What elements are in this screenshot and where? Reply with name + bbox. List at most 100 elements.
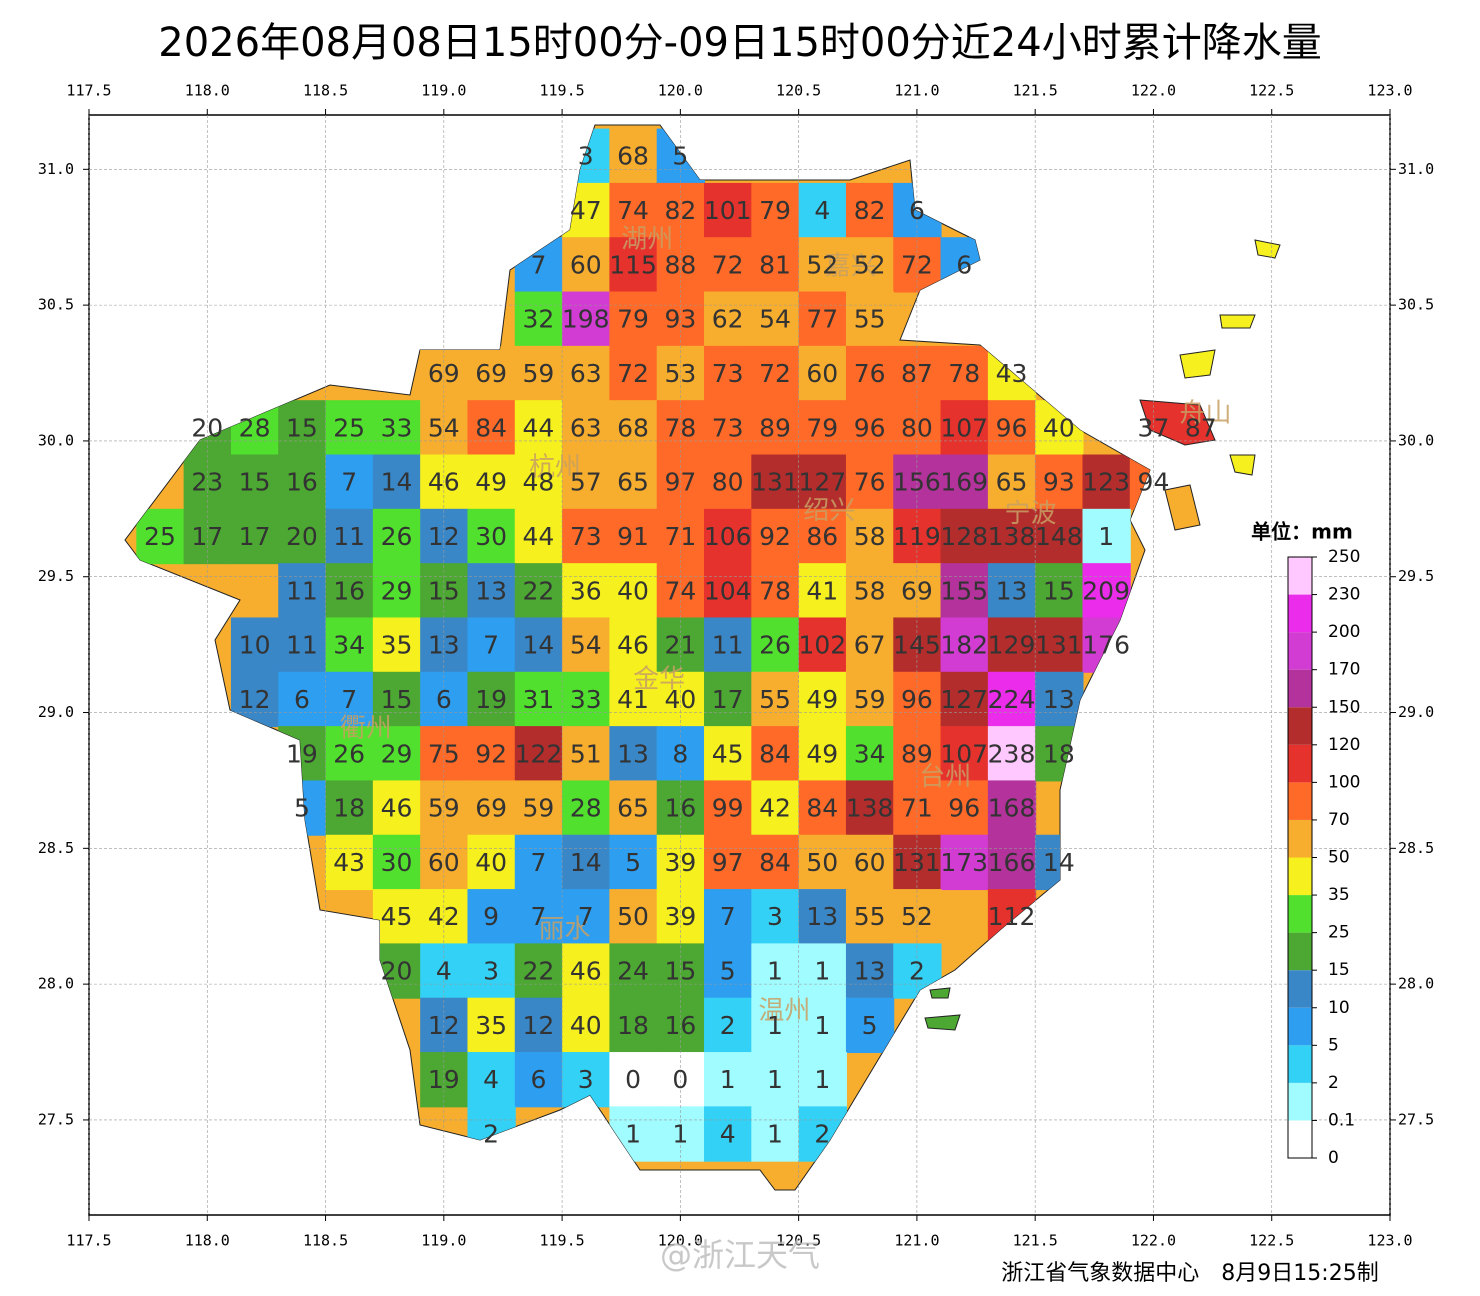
rain-cell xyxy=(893,726,942,782)
rain-value: 7 xyxy=(483,631,499,660)
rain-cell xyxy=(751,400,800,456)
rain-value: 72 xyxy=(617,359,649,388)
colorbar-segment xyxy=(1288,1082,1312,1121)
rain-cell xyxy=(751,454,800,510)
rain-cell xyxy=(940,671,989,728)
rain-cell xyxy=(372,889,422,945)
rain-cell xyxy=(704,671,753,728)
rain-cell xyxy=(562,943,611,999)
rain-value: 25 xyxy=(144,522,176,551)
colorbar-label: 25 xyxy=(1328,923,1350,943)
rain-value: 155 xyxy=(940,576,988,605)
rain-value: 101 xyxy=(704,196,752,225)
rain-cell xyxy=(893,345,942,402)
rain-cell xyxy=(609,997,658,1054)
rain-value: 119 xyxy=(893,522,941,551)
rain-value: 65 xyxy=(617,468,649,497)
map-title: 2026年08月08日15时00分-09日15时00分近24小时累计降水量 xyxy=(158,20,1321,66)
x-tick-label: 122.0 xyxy=(1131,82,1176,100)
rain-value: 47 xyxy=(570,196,602,225)
rain-value: 53 xyxy=(664,359,696,388)
rain-value: 0 xyxy=(672,1065,688,1094)
rain-value: 36 xyxy=(570,576,602,605)
rain-cell xyxy=(893,671,942,728)
rain-cell xyxy=(704,834,753,891)
rain-cell xyxy=(656,400,706,456)
rain-cell xyxy=(845,291,895,347)
rain-cell xyxy=(325,726,374,782)
rain-cell xyxy=(1082,508,1131,565)
rain-cell xyxy=(609,1052,658,1108)
rain-value: 60 xyxy=(854,848,886,877)
rain-value: 11 xyxy=(712,631,744,660)
rain-cell xyxy=(798,671,847,728)
x-tick-label: 120.5 xyxy=(776,1232,821,1250)
rain-cell xyxy=(798,997,847,1054)
rain-cell xyxy=(798,400,847,456)
rain-cell xyxy=(420,345,469,402)
rain-cell xyxy=(893,834,942,891)
rain-value: 11 xyxy=(286,631,318,660)
rain-cell xyxy=(987,454,1037,510)
rain-cell xyxy=(751,726,800,782)
colorbar-segment xyxy=(1288,594,1312,633)
rain-value: 7 xyxy=(341,468,357,497)
city-label: 舟山 xyxy=(1179,398,1231,428)
rain-cell xyxy=(798,454,847,510)
rain-value: 6 xyxy=(956,250,972,279)
rain-cell xyxy=(467,889,516,945)
rain-value: 16 xyxy=(286,468,318,497)
rain-cell xyxy=(562,671,611,728)
city-label: 衢州 xyxy=(340,713,392,743)
y-tick-label: 29.5 xyxy=(38,567,74,585)
rain-cell xyxy=(514,617,564,673)
rain-value: 68 xyxy=(617,142,649,171)
rain-value: 84 xyxy=(475,413,507,442)
rain-value: 59 xyxy=(854,685,886,714)
x-tick-label: 121.5 xyxy=(1013,1232,1058,1250)
rain-cell xyxy=(940,400,989,456)
rain-cell xyxy=(467,834,516,891)
rain-value: 58 xyxy=(854,522,886,551)
rain-value: 28 xyxy=(239,413,271,442)
rain-cell xyxy=(278,563,327,619)
rain-cell xyxy=(420,671,469,728)
colorbar-segment xyxy=(1288,970,1312,1008)
rain-value: 69 xyxy=(428,359,460,388)
rain-cell xyxy=(230,508,280,565)
rain-cell xyxy=(325,671,374,728)
rain-value: 24 xyxy=(617,957,649,986)
rain-cell xyxy=(751,1106,800,1162)
colorbar-label: 120 xyxy=(1328,735,1360,755)
colorbar-segment xyxy=(1288,632,1312,670)
rain-cell xyxy=(562,889,611,945)
rain-cell xyxy=(609,400,658,456)
rain-cell xyxy=(325,400,374,456)
rain-cell xyxy=(467,400,516,456)
rain-cell xyxy=(656,182,706,239)
rain-value: 14 xyxy=(523,631,555,660)
rain-value: 46 xyxy=(617,631,649,660)
rain-cell xyxy=(751,508,800,565)
rain-cell xyxy=(1082,454,1131,510)
rain-cell xyxy=(656,454,706,510)
rain-cell xyxy=(278,617,327,673)
rain-cell xyxy=(704,563,753,619)
rain-value: 52 xyxy=(806,250,838,279)
rain-value: 2 xyxy=(720,1011,736,1040)
rain-value: 46 xyxy=(381,794,413,823)
rain-cell xyxy=(798,182,847,239)
rain-value: 18 xyxy=(1043,739,1075,768)
city-label: 丽水 xyxy=(538,914,590,944)
rain-value: 30 xyxy=(475,522,507,551)
rain-value: 89 xyxy=(901,739,933,768)
rain-value: 96 xyxy=(948,794,980,823)
rain-value: 26 xyxy=(759,631,791,660)
rain-cell xyxy=(609,182,658,239)
rain-cell xyxy=(893,454,942,510)
y-tick-label: 27.5 xyxy=(38,1110,74,1128)
rain-cell xyxy=(845,400,895,456)
rain-value: 60 xyxy=(428,848,460,877)
rain-value: 81 xyxy=(759,250,791,279)
rain-cell xyxy=(987,563,1037,619)
